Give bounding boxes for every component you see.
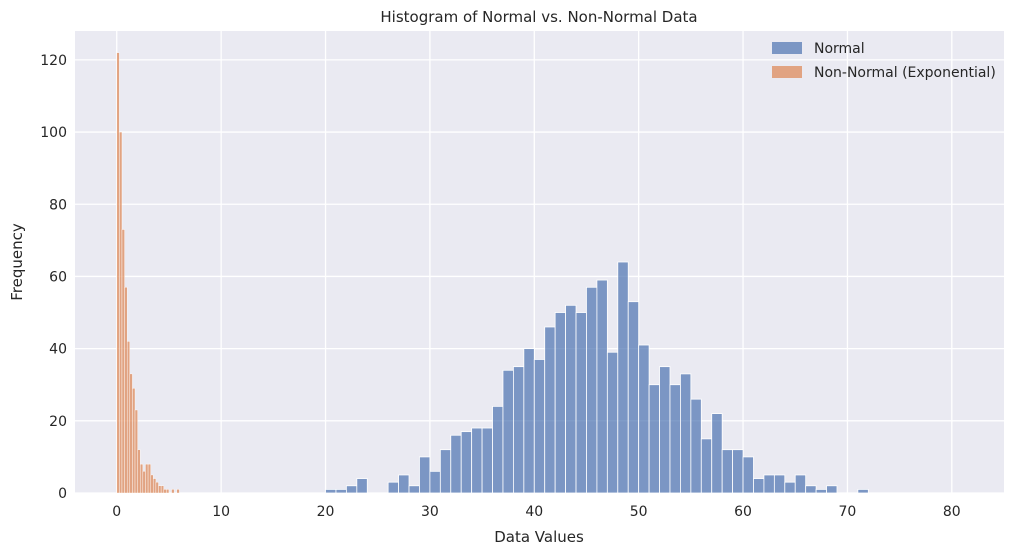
normal-bar — [753, 478, 765, 494]
x-tick-label: 30 — [421, 504, 439, 520]
legend-label-exponential: Non-Normal (Exponential) — [814, 65, 996, 81]
exponential-bar — [137, 449, 141, 494]
normal-bar — [794, 474, 807, 494]
normal-bar — [721, 449, 734, 494]
normal-bar — [554, 312, 566, 494]
exponential-bar — [121, 229, 125, 494]
normal-bar — [732, 449, 744, 494]
normal-bar — [742, 456, 754, 494]
normal-bar — [429, 470, 441, 494]
y-tick-label: 60 — [49, 269, 67, 285]
normal-bar — [690, 398, 702, 494]
normal-bar — [826, 485, 838, 494]
normal-bar — [638, 344, 650, 494]
exponential-bar — [132, 388, 136, 494]
exponential-bar — [158, 485, 162, 494]
exponential-bar — [119, 131, 123, 494]
normal-bar — [606, 351, 619, 494]
y-tick-label: 80 — [49, 197, 67, 213]
exponential-bar — [147, 463, 151, 494]
histogram-bars — [116, 52, 869, 494]
normal-bar — [815, 488, 827, 494]
x-tick-label: 50 — [630, 504, 648, 520]
y-tick-label: 100 — [40, 125, 67, 141]
exponential-bar — [171, 489, 175, 494]
normal-bar — [711, 413, 723, 494]
legend-swatch-exponential — [772, 66, 802, 78]
exponential-bar — [153, 478, 157, 494]
normal-bar — [523, 348, 535, 494]
normal-bar — [325, 488, 337, 494]
normal-bar — [586, 286, 598, 494]
normal-bar — [345, 485, 358, 494]
normal-bar — [575, 312, 587, 494]
exponential-bar — [160, 485, 164, 494]
x-tick-label: 80 — [943, 504, 961, 520]
normal-bar — [773, 474, 786, 494]
normal-bar — [648, 384, 660, 494]
normal-bar — [460, 431, 473, 494]
normal-bar — [408, 485, 420, 494]
normal-bar — [481, 427, 493, 494]
normal-bar — [700, 438, 713, 494]
normal-bar — [356, 478, 368, 494]
y-axis-ticks: 0 20 40 60 80 100 120 — [40, 53, 67, 502]
exponential-bar — [150, 474, 154, 494]
exponential-bar — [155, 481, 159, 494]
normal-bar — [492, 405, 504, 494]
normal-bar — [680, 373, 692, 494]
x-tick-label: 40 — [525, 504, 543, 520]
exponential-bar — [166, 489, 170, 494]
legend-label-normal: Normal — [814, 41, 865, 57]
exponential-bar — [129, 373, 133, 494]
normal-bar — [419, 456, 431, 494]
x-tick-label: 20 — [317, 504, 335, 520]
y-tick-label: 120 — [40, 53, 67, 69]
normal-bar — [398, 474, 410, 494]
x-tick-label: 70 — [839, 504, 857, 520]
y-tick-label: 20 — [49, 414, 67, 430]
exponential-bar — [134, 409, 138, 494]
y-tick-label: 0 — [58, 486, 67, 502]
exponential-bar — [140, 463, 144, 494]
normal-bar — [471, 427, 483, 494]
x-axis-ticks: 0 10 20 30 40 50 60 70 80 — [112, 504, 960, 520]
normal-bar — [565, 304, 577, 494]
exponential-bar — [163, 489, 167, 494]
exponential-bar — [176, 489, 180, 494]
normal-bar — [763, 474, 775, 494]
x-tick-label: 0 — [112, 504, 121, 520]
y-axis-label: Frequency — [8, 223, 26, 301]
exponential-bar — [126, 341, 131, 494]
normal-bar — [450, 434, 462, 494]
normal-bar — [784, 481, 796, 494]
normal-bar — [617, 261, 629, 494]
normal-bar — [659, 366, 671, 494]
normal-bar — [596, 279, 608, 494]
normal-bar — [544, 326, 556, 494]
legend-swatch-normal — [772, 42, 802, 54]
exponential-bar — [145, 463, 149, 494]
exponential-bar — [116, 52, 120, 494]
y-tick-label: 40 — [49, 342, 67, 358]
normal-bar — [805, 485, 817, 494]
exponential-bar — [124, 287, 128, 494]
normal-bar — [533, 359, 546, 494]
normal-bar — [387, 481, 399, 494]
normal-bar — [502, 369, 514, 494]
normal-bar — [335, 488, 347, 494]
x-tick-label: 10 — [212, 504, 230, 520]
chart-title: Histogram of Normal vs. Non-Normal Data — [380, 8, 697, 26]
normal-bar — [857, 488, 869, 494]
legend: Normal Non-Normal (Exponential) — [772, 41, 996, 81]
normal-bar — [513, 366, 525, 494]
normal-bar — [627, 301, 640, 494]
x-tick-label: 60 — [734, 504, 752, 520]
exponential-bar — [142, 471, 146, 494]
normal-bar — [439, 449, 452, 494]
x-axis-label: Data Values — [494, 528, 584, 546]
normal-bar — [669, 384, 681, 494]
